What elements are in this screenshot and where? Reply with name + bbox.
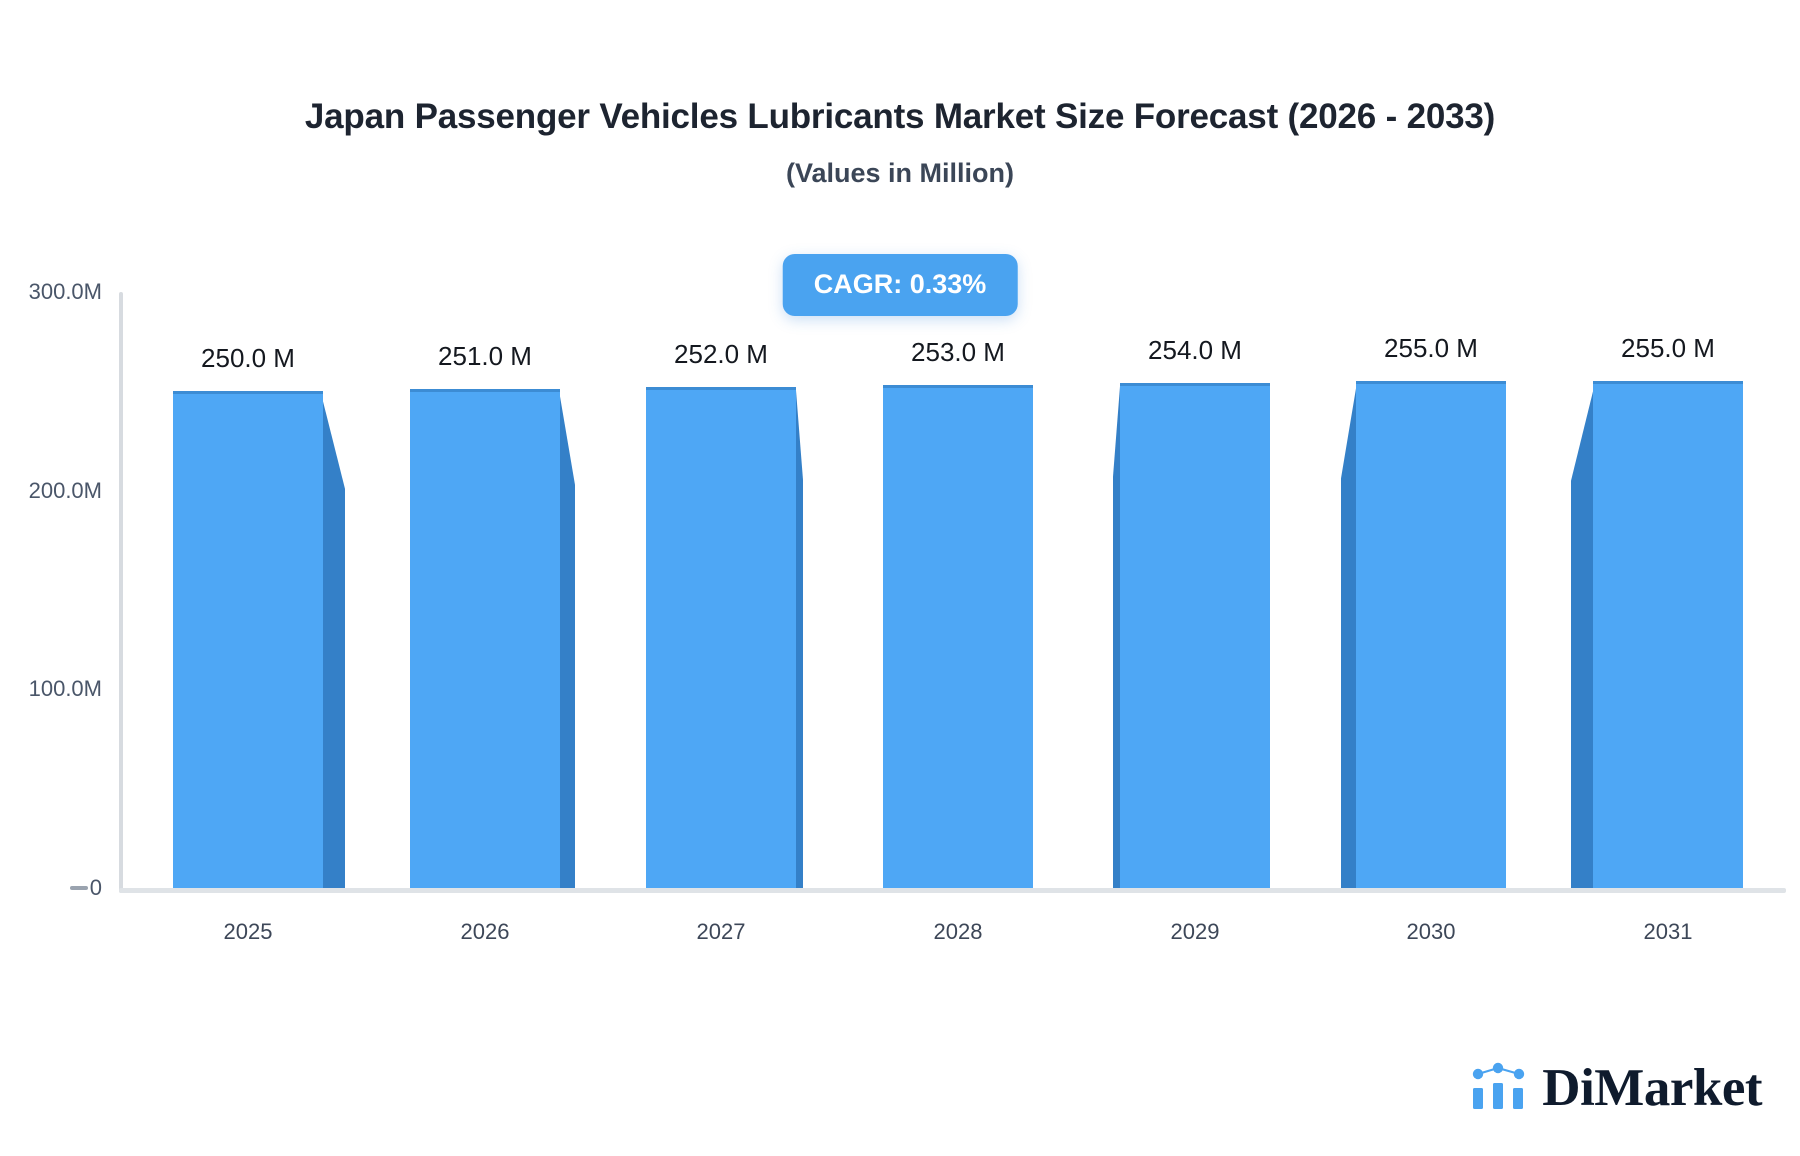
bar-face[interactable]: [1356, 381, 1506, 888]
logo-text: DiMarket: [1542, 1059, 1762, 1117]
y-axis-tick-label: 100.0M: [28, 676, 102, 702]
title-block: Japan Passenger Vehicles Lubricants Mark…: [0, 96, 1800, 189]
x-axis-label-2027: 2027: [696, 919, 746, 944]
bar-value-label: 252.0 M: [674, 339, 768, 370]
x-axis-label-2029: 2029: [1170, 919, 1220, 944]
bar-side-panel: [1571, 391, 1593, 888]
x-axis-label-2026: 2026: [460, 919, 510, 944]
x-axis-label-2030: 2030: [1406, 919, 1456, 944]
bar-side-panel: [323, 401, 345, 888]
cagr-badge: CAGR: 0.33%: [782, 254, 1018, 316]
bar-face[interactable]: [410, 389, 560, 888]
chart-subtitle: (Values in Million): [785, 158, 1015, 188]
y-axis-tick-label: 200.0M: [28, 477, 102, 503]
x-axis-label-2028: 2028: [933, 919, 983, 944]
bar-side-panel: [796, 390, 803, 888]
bar-value-label: 250.0 M: [201, 343, 295, 374]
y-axis-zero-tick: [70, 886, 88, 890]
bar-value-label: 253.0 M: [911, 337, 1005, 368]
x-axis-baseline: [119, 888, 1786, 893]
bar-face[interactable]: [646, 387, 796, 888]
x-axis-label-2025: 2025: [223, 919, 273, 944]
bar-chart-icon: [1470, 1061, 1528, 1116]
y-axis-tick-label: 0: [89, 875, 102, 900]
x-axis-label-2031: 2031: [1643, 919, 1693, 944]
page-title: Japan Passenger Vehicles Lubricants Mark…: [304, 97, 1496, 136]
brand-logo: DiMarket: [1470, 1061, 1762, 1116]
bar-value-label: 255.0 M: [1384, 333, 1478, 364]
bar-side-panel: [1113, 386, 1120, 888]
bar-side-panel: [560, 396, 575, 888]
bar-face[interactable]: [1120, 383, 1270, 888]
bar-value-label: 255.0 M: [1621, 333, 1715, 364]
y-axis-line: [119, 292, 123, 893]
y-axis-tick-label: 300.0M: [28, 279, 102, 304]
bar-face[interactable]: [1593, 381, 1743, 888]
bar-value-label: 251.0 M: [438, 341, 532, 372]
bar-face[interactable]: [883, 385, 1033, 888]
bar-side-panel: [1341, 388, 1356, 888]
bar-face[interactable]: [173, 391, 323, 888]
bar-value-label: 254.0 M: [1148, 335, 1242, 366]
